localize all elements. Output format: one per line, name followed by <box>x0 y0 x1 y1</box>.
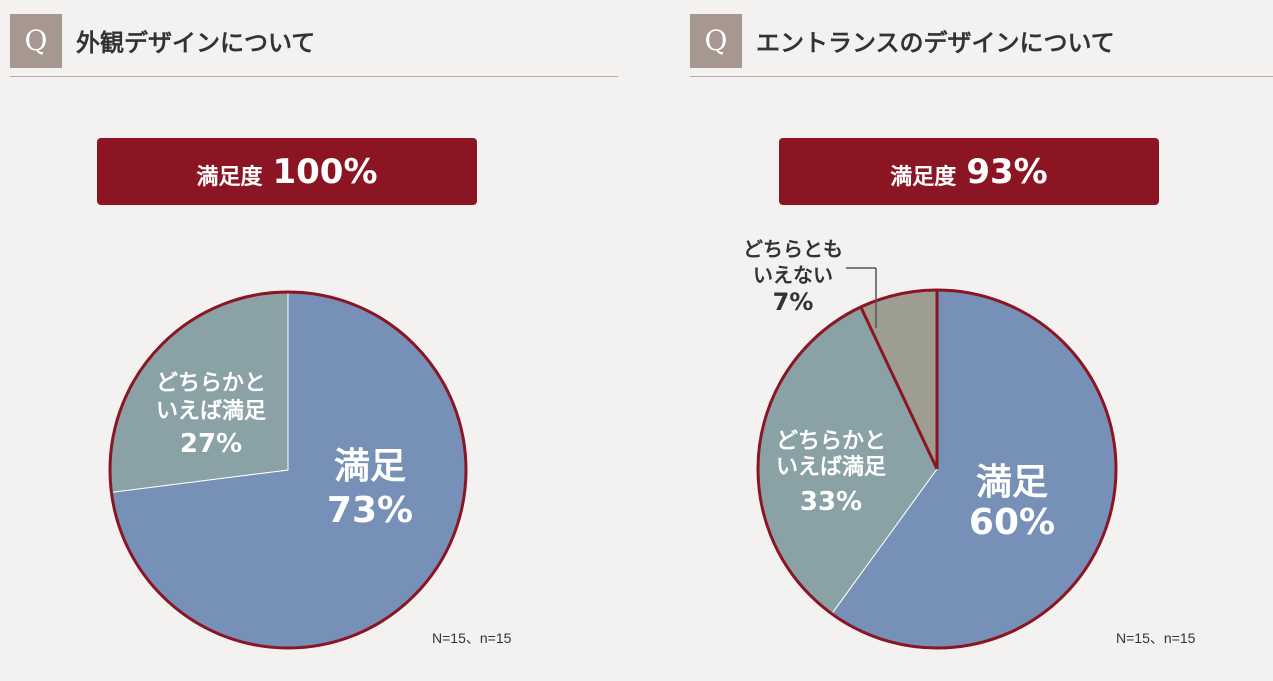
chart-panel-entrance: Q エントランスのデザインについて 満足度 93% 満足 60% どちらかと い… <box>680 0 1273 681</box>
sample-size-note: N=15、n=15 <box>432 630 512 646</box>
chart-title: 外観デザインについて <box>76 29 316 57</box>
slice-divider-1 <box>859 306 939 470</box>
satisfaction-banner: 満足度 93% <box>779 138 1159 205</box>
slice-value-satisfied: 60% <box>969 502 1055 543</box>
chart-title: エントランスのデザインについて <box>756 29 1115 57</box>
slice-label-satisfied: 満足 <box>334 446 406 487</box>
header-divider <box>10 76 618 77</box>
question-header: Q エントランスのデザインについて <box>690 14 1273 77</box>
slice-label-somewhat-line2: いえば満足 <box>156 398 266 424</box>
satisfaction-value: 93% <box>966 151 1048 192</box>
slice-label-satisfied: 満足 <box>976 462 1048 503</box>
slice-label-somewhat-line2: いえば満足 <box>776 454 886 480</box>
slice-label-somewhat-line1: どちらかと <box>156 371 266 396</box>
chart-panel-exterior: Q 外観デザインについて 満足度 100% 満足 73% どちらかと いえば満足… <box>0 0 630 681</box>
slice-label-somewhat-line1: どちらかと <box>776 429 886 454</box>
satisfaction-value: 100% <box>272 151 378 192</box>
q-badge: Q <box>10 14 62 68</box>
header-divider <box>690 76 1273 77</box>
pie-chart-exterior: 満足 73% どちらかと いえば満足 27% <box>108 290 468 650</box>
satisfaction-label: 満足度 <box>196 164 263 190</box>
satisfaction-label: 満足度 <box>890 164 957 190</box>
slice-value-satisfied: 73% <box>327 490 413 531</box>
slice-label-neutral-line2: いえない <box>753 263 833 287</box>
sample-size-note: N=15、n=15 <box>1116 630 1196 646</box>
pie-chart-entrance: 満足 60% どちらかと いえば満足 33% どちらとも いえない 7% <box>743 237 1118 650</box>
q-badge: Q <box>690 14 742 68</box>
satisfaction-banner: 満足度 100% <box>97 138 477 205</box>
slice-value-neutral: 7% <box>773 288 814 316</box>
slice-label-neutral-line1: どちらとも <box>743 237 843 261</box>
slice-value-somewhat: 33% <box>800 487 862 517</box>
question-header: Q 外観デザインについて <box>10 14 618 77</box>
slice-value-somewhat: 27% <box>180 429 242 459</box>
